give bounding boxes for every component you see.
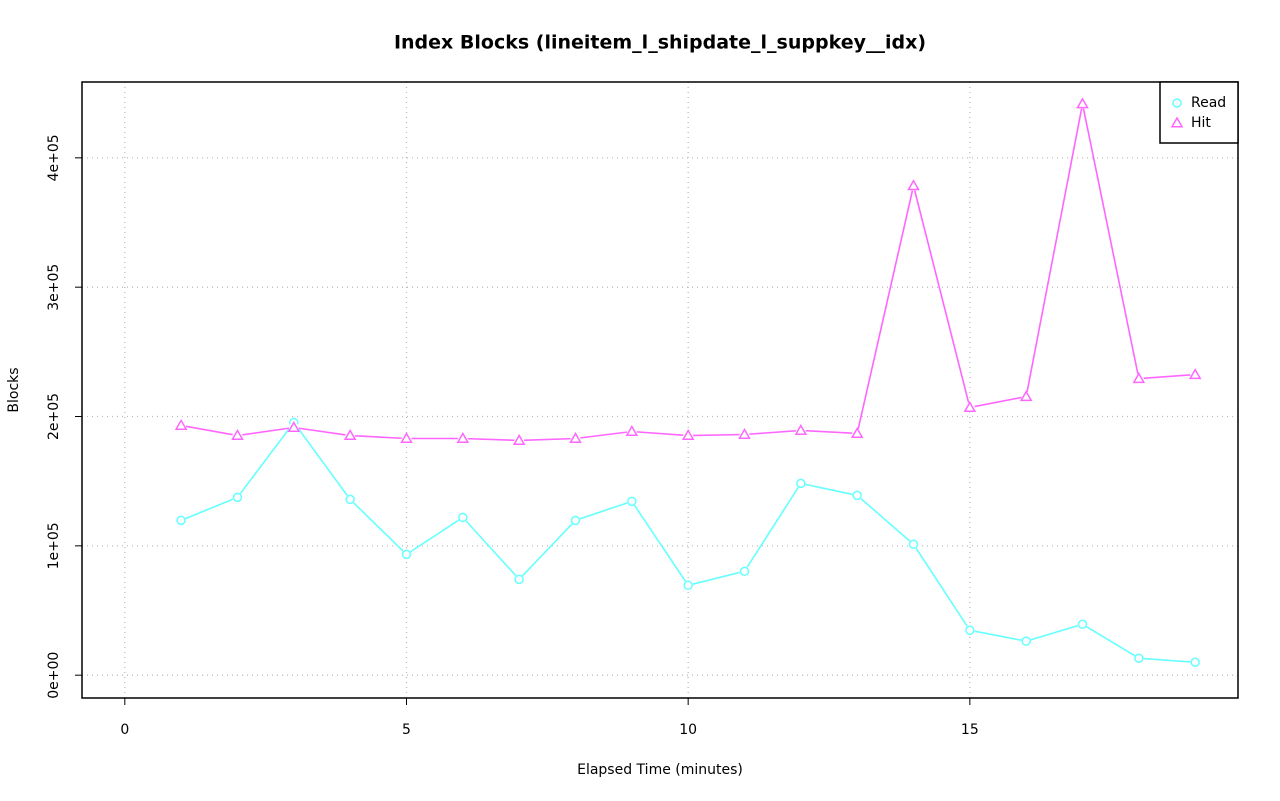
marker [231,429,244,441]
marker-knockout [964,402,975,413]
marker [1134,653,1144,663]
marker-knockout [232,430,243,441]
marker [343,429,357,441]
y-tick-label: 4e+05 [46,134,62,181]
marker [738,427,751,439]
marker-knockout [795,425,806,436]
x-tick-label: 10 [679,722,697,738]
legend-box [1159,81,1239,144]
legend-marker [1170,116,1184,128]
marker-knockout [176,420,187,431]
marker [625,425,639,437]
marker-knockout [345,430,356,441]
marker-knockout [1190,369,1201,380]
marker [345,494,355,505]
y-tick-label: 3e+05 [46,264,62,311]
marker-knockout [514,435,525,446]
marker-knockout [457,433,468,444]
marker [796,478,806,489]
marker [569,431,582,444]
marker [1019,390,1033,402]
y-tick-label: 2e+05 [46,393,62,440]
marker [232,492,243,503]
marker-knockout [570,433,581,444]
marker [176,515,186,526]
y-axis-title: Blocks [6,367,22,412]
marker [1132,372,1146,384]
marker [1076,97,1089,109]
marker-knockout [1133,373,1144,384]
x-axis-title: Elapsed Time (minutes) [577,762,743,778]
legend-label: Hit [1191,115,1211,131]
marker [683,580,693,591]
chart-title: Index Blocks (lineitem_l_shipdate_l_supp… [394,32,926,54]
marker-knockout [626,426,637,437]
marker-knockout [908,180,919,191]
x-tick-label: 5 [402,722,411,738]
legend-label: Read [1191,95,1226,111]
marker [456,431,470,444]
marker-knockout [1077,98,1088,109]
y-tick-label: 0e+00 [46,652,62,699]
marker [401,549,412,560]
marker [850,426,864,438]
marker [174,418,188,430]
plot-frame [81,81,1239,699]
marker-knockout [683,430,694,441]
marker [570,515,581,526]
marker-knockout [739,429,750,440]
marker [287,420,301,433]
marker [963,400,977,412]
marker [512,433,526,445]
marker [1021,636,1031,646]
marker-knockout [288,422,299,433]
x-tick-label: 0 [120,722,129,738]
legend-marker [1172,98,1182,108]
marker-knockout [401,433,412,444]
marker [907,179,920,191]
marker-knockout [1021,391,1032,402]
marker [400,431,413,444]
marker [908,539,919,550]
marker [739,566,750,577]
marker [514,574,524,585]
marker [1077,619,1088,629]
marker [627,496,637,507]
y-tick-label: 1e+05 [46,522,62,569]
x-tick-label: 15 [961,722,979,738]
marker [794,423,808,435]
marker [1188,368,1202,380]
marker [458,512,468,523]
marker-knockout [852,428,863,439]
marker [1190,657,1200,668]
marker [681,429,695,441]
marker [965,625,975,636]
marker [852,490,862,501]
